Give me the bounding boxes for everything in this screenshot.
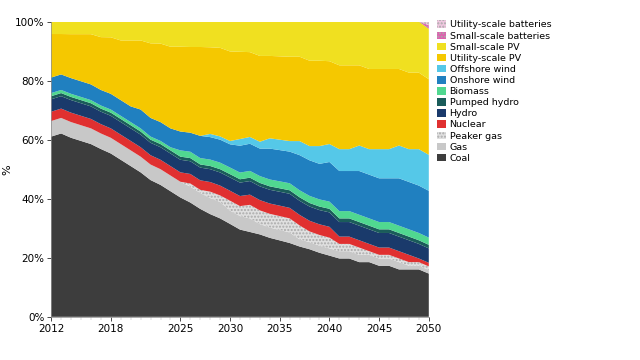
Y-axis label: %: % — [2, 164, 12, 175]
Legend: Utility-scale batteries, Small-scale batteries, Small-scale PV, Utility-scale PV: Utility-scale batteries, Small-scale bat… — [437, 21, 551, 163]
